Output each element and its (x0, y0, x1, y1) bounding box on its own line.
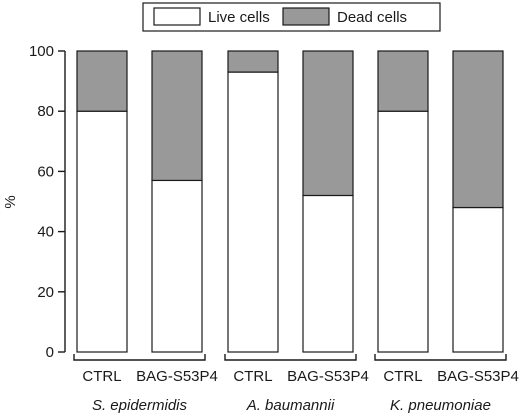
y-tick-label: 40 (37, 224, 54, 241)
bar-segment-live-cells (76, 110, 128, 353)
y-axis: 0 20 40 60 80 100 (29, 43, 66, 361)
bar-segment-live-cells (151, 179, 203, 353)
x-tick-label: CTRL (383, 368, 422, 385)
x-tick-label: CTRL (82, 368, 121, 385)
bars (76, 50, 504, 353)
bar-segment-dead-cells (377, 50, 429, 112)
legend-swatch-dead-cells (282, 7, 330, 26)
bar-segment-dead-cells (151, 50, 203, 182)
legend: Live cells Dead cells (142, 2, 441, 32)
group-label: A. baumannii (246, 397, 335, 414)
bar-segment-dead-cells (76, 50, 128, 112)
group-bracket (224, 354, 357, 361)
bar-segment-dead-cells (302, 50, 354, 197)
y-tick-label: 80 (37, 103, 54, 120)
legend-label-dead-cells: Dead cells (337, 9, 407, 26)
bar-segment-live-cells (302, 194, 354, 353)
y-tick-label: 0 (46, 344, 54, 361)
group-label: S. epidermidis (92, 397, 188, 414)
bar-segment-dead-cells (452, 50, 504, 209)
group-bracket (73, 354, 206, 361)
bar-segment-dead-cells (227, 50, 279, 73)
x-tick-label: BAG-S53P4 (437, 368, 519, 385)
legend-label-live-cells: Live cells (208, 9, 270, 26)
x-tick-label: CTRL (233, 368, 272, 385)
bar-segment-live-cells (227, 71, 279, 353)
x-tick-label: BAG-S53P4 (287, 368, 369, 385)
x-axis: S. epidermidis A. baumannii K. pneumoniae C… (73, 354, 519, 414)
x-tick-label: BAG-S53P4 (136, 368, 218, 385)
y-tick-label: 20 (37, 284, 54, 301)
bar-segment-live-cells (452, 206, 504, 353)
group-bracket (374, 354, 507, 361)
group-label: K. pneumoniae (390, 397, 491, 414)
y-tick-label: 100 (29, 43, 54, 60)
legend-swatch-live-cells (153, 7, 201, 26)
bar-segment-live-cells (377, 110, 429, 353)
y-axis-label: % (2, 195, 19, 208)
y-tick-label: 60 (37, 163, 54, 180)
